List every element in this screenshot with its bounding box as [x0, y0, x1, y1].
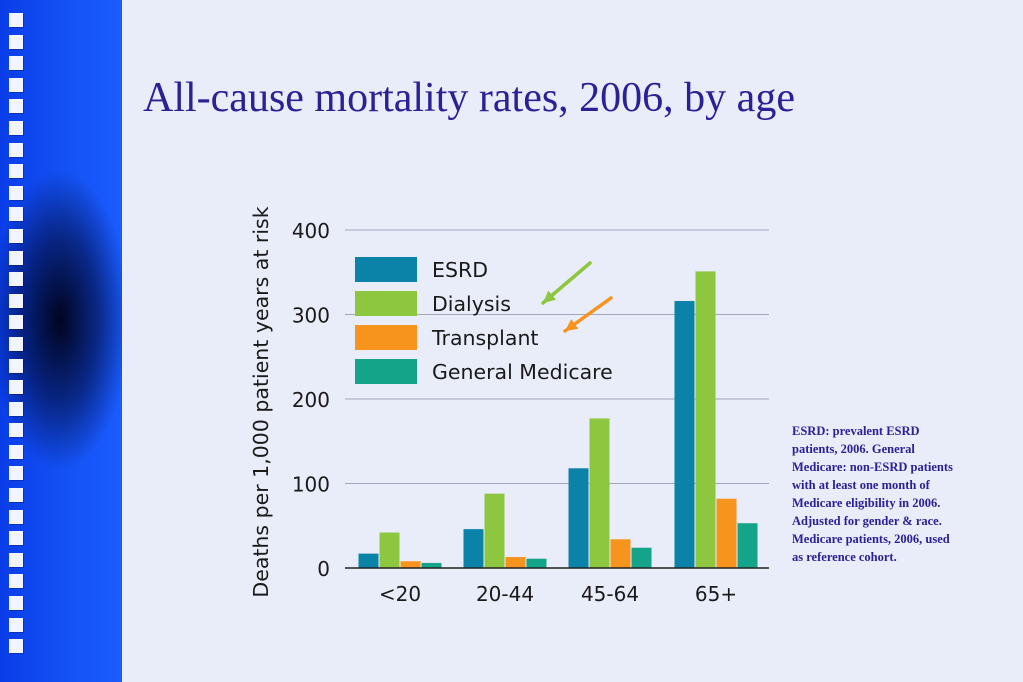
sidebar-square [9, 444, 23, 459]
sidebar-square [9, 56, 23, 71]
legend-swatch [355, 257, 417, 282]
sidebar-square [9, 336, 23, 351]
sidebar-band [0, 0, 122, 682]
sidebar-square [9, 358, 23, 373]
sidebar-square [9, 466, 23, 481]
bar-transplant [610, 539, 631, 568]
bar-esrd [674, 300, 695, 568]
sidebar-square [9, 13, 23, 27]
sidebar-square [9, 228, 23, 243]
x-tick-label: 65+ [695, 582, 737, 606]
bar-dialysis [379, 532, 400, 568]
bar-transplant [505, 557, 526, 568]
sidebar-square [9, 315, 23, 330]
legend-arrows [541, 261, 613, 333]
sidebar-square [9, 142, 23, 157]
y-tick-label: 200 [292, 388, 330, 412]
sidebar-square [9, 164, 23, 179]
sidebar-square [9, 293, 23, 308]
sidebar-square [9, 423, 23, 438]
bar-transplant [400, 561, 421, 568]
sidebar-square [9, 574, 23, 589]
x-tick-label: 20-44 [476, 582, 534, 606]
sidebar-square [9, 639, 23, 654]
bar-transplant [716, 498, 737, 568]
sidebar-square [9, 99, 23, 114]
x-axis-ticks: <20 20-44 45-64 65+ [379, 582, 737, 606]
y-tick-label: 100 [292, 473, 330, 497]
bar-dialysis [695, 271, 716, 568]
footnote: ESRD: prevalent ESRD patients, 2006. Gen… [792, 424, 953, 564]
sidebar-square [9, 185, 23, 200]
legend-swatch [355, 359, 417, 384]
annotation-arrow-head [565, 319, 579, 331]
y-tick-label: 300 [292, 304, 330, 328]
y-axis-label: Deaths per 1,000 patient years at risk [249, 206, 273, 597]
chart-bars [358, 271, 758, 568]
y-tick-label: 0 [317, 557, 330, 581]
bar-dialysis [484, 493, 505, 568]
y-tick-label: 400 [292, 219, 330, 243]
legend-swatch [355, 291, 417, 316]
legend-label: Transplant [431, 326, 538, 350]
annotation-arrow-head [543, 290, 557, 303]
bar-esrd [463, 529, 484, 568]
legend-label: General Medicare [432, 360, 613, 384]
sidebar-square [9, 509, 23, 524]
sidebar-square [9, 34, 23, 49]
bar-general-medicare [737, 523, 758, 568]
bar-dialysis [589, 418, 610, 568]
x-tick-label: <20 [379, 582, 421, 606]
legend-swatch [355, 325, 417, 350]
sidebar-square [9, 207, 23, 222]
legend-label: ESRD [432, 258, 488, 282]
sidebar-square [9, 552, 23, 567]
sidebar-square [9, 617, 23, 632]
bar-general-medicare [526, 558, 547, 568]
sidebar-square [9, 531, 23, 546]
bar-esrd [568, 468, 589, 568]
bar-general-medicare [631, 547, 652, 568]
sidebar-square [9, 77, 23, 92]
sidebar-square [9, 120, 23, 135]
x-tick-label: 45-64 [581, 582, 639, 606]
sidebar-squares [9, 13, 27, 661]
sidebar-square [9, 401, 23, 416]
sidebar-square [9, 272, 23, 287]
y-axis-ticks: 0 100 200 300 400 [292, 219, 330, 581]
sidebar-square [9, 596, 23, 611]
bar-esrd [358, 553, 379, 568]
bar-general-medicare [421, 562, 442, 568]
sidebar-square [9, 380, 23, 395]
legend-label: Dialysis [432, 292, 511, 316]
sidebar-square [9, 250, 23, 265]
sidebar-square [9, 488, 23, 503]
chart-legend: ESRD Dialysis Transplant General Medicare [355, 257, 613, 384]
slide-title: All-cause mortality rates, 2006, by age [143, 75, 795, 121]
